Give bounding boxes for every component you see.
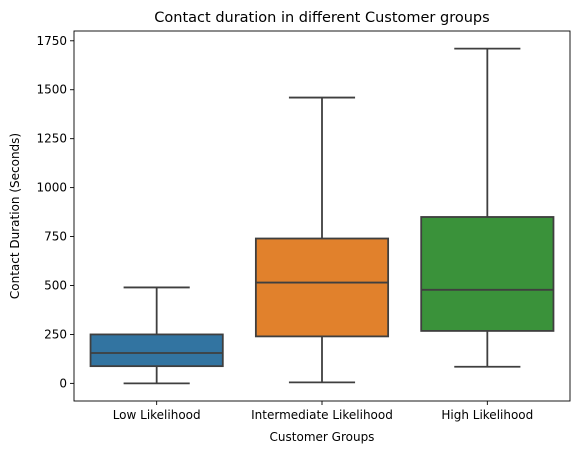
box-low-likelihood	[89, 286, 224, 385]
y-axis-label: Contact Duration (Seconds)	[8, 133, 22, 299]
y-tick-label: 0	[59, 376, 67, 390]
y-tick-label: 1500	[36, 83, 67, 97]
plot-area	[89, 47, 555, 385]
x-axis-label: Customer Groups	[270, 430, 375, 444]
iqr-box	[254, 237, 390, 338]
box-intermediate-likelihood	[254, 96, 390, 384]
y-axis: 0 250 500 750 1000 1250 1500 1750	[36, 34, 74, 390]
y-tick-label: 1750	[36, 34, 67, 48]
x-tick-label: Low Likelihood	[113, 408, 201, 422]
iqr-box	[420, 216, 555, 332]
x-tick-label: Intermediate Likelihood	[251, 408, 393, 422]
x-axis: Low Likelihood Intermediate Likelihood Hig…	[113, 401, 533, 422]
y-tick-label: 1250	[36, 132, 67, 146]
x-tick-label: High Likelihood	[441, 408, 533, 422]
y-tick-label: 250	[44, 327, 67, 341]
y-tick-label: 500	[44, 278, 67, 292]
y-tick-label: 750	[44, 230, 67, 244]
iqr-box	[89, 333, 224, 368]
y-tick-label: 1000	[36, 181, 67, 195]
box-high-likelihood	[420, 47, 555, 368]
chart-title: Contact duration in different Customer g…	[154, 10, 489, 26]
